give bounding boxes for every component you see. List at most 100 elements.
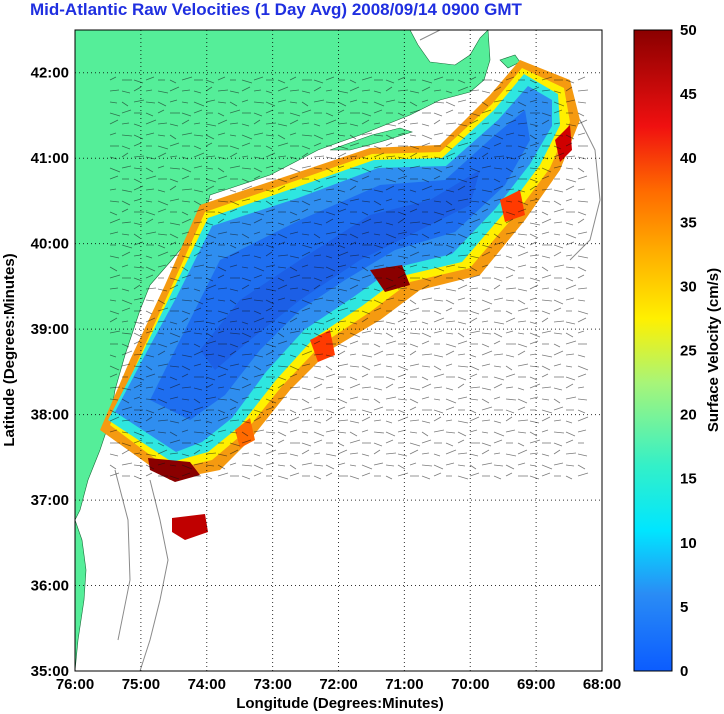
velocity-arrow — [277, 254, 289, 257]
velocity-arrow — [313, 86, 322, 92]
velocity-arrow — [421, 123, 430, 127]
velocity-arrow — [277, 134, 286, 140]
velocity-arrow — [241, 284, 250, 290]
velocity-arrow — [385, 142, 393, 147]
velocity-arrow — [241, 222, 252, 226]
velocity-arrow — [409, 251, 420, 257]
velocity-arrow — [409, 233, 419, 236]
velocity-arrow — [457, 353, 466, 356]
velocity-arrow — [505, 119, 517, 125]
velocity-arrow — [193, 462, 204, 466]
velocity-arrow — [373, 101, 385, 107]
velocity-arrow — [541, 317, 549, 323]
velocity-arrow — [193, 442, 203, 447]
velocity-arrow — [409, 264, 418, 268]
velocity-arrow — [181, 416, 191, 422]
colorbar-tick-label: 25 — [680, 343, 697, 360]
velocity-arrow — [421, 134, 433, 140]
velocity-arrow — [229, 419, 240, 422]
velocity-arrow — [577, 167, 585, 173]
velocity-arrow — [265, 208, 276, 213]
velocity-arrow — [253, 472, 262, 477]
velocity-arrow — [433, 89, 442, 92]
velocity-arrow — [481, 307, 491, 312]
colorbar-label: Surface Velocity (cm/s) — [705, 268, 722, 432]
velocity-arrow — [529, 254, 540, 257]
velocity-arrow — [493, 340, 501, 345]
velocity-arrow — [325, 274, 334, 279]
velocity-arrow — [577, 373, 587, 378]
velocity-arrow — [493, 396, 501, 400]
velocity-arrow — [373, 398, 381, 404]
velocity-arrow — [253, 310, 262, 315]
velocity-arrow — [397, 255, 409, 259]
velocity-arrow — [409, 350, 417, 356]
velocity-arrow — [541, 310, 551, 315]
velocity-arrow — [337, 350, 346, 356]
velocity-arrow — [169, 321, 178, 325]
velocity-arrow — [121, 165, 132, 169]
velocity-arrow — [289, 101, 298, 104]
velocity-arrow — [409, 122, 419, 125]
x-tick-label: 71:00 — [385, 676, 423, 693]
velocity-arrow — [181, 132, 193, 136]
velocity-arrow — [109, 76, 117, 81]
velocity-arrow — [529, 383, 541, 389]
velocity-arrow — [469, 409, 477, 414]
velocity-arrow — [133, 155, 145, 158]
velocity-arrow — [265, 419, 273, 422]
velocity-arrow — [505, 211, 516, 216]
velocity-arrow — [145, 132, 155, 136]
velocity-arrow — [409, 299, 417, 305]
velocity-arrow — [121, 363, 131, 367]
velocity-arrow — [121, 398, 130, 404]
velocity-arrow — [157, 101, 167, 107]
velocity-arrow — [553, 320, 565, 323]
velocity-arrow — [433, 472, 442, 477]
velocity-arrow — [217, 365, 229, 371]
y-tick-label: 38:00 — [31, 407, 69, 424]
velocity-arrow — [253, 218, 263, 224]
velocity-arrow — [577, 101, 587, 104]
velocity-arrow — [109, 354, 117, 358]
velocity-arrow — [337, 109, 345, 114]
velocity-arrow — [565, 365, 573, 368]
velocity-arrow — [325, 132, 335, 136]
velocity-arrow — [361, 365, 371, 371]
velocity-arrow — [529, 222, 541, 226]
velocity-arrow — [361, 299, 373, 302]
velocity-arrow — [349, 142, 360, 147]
velocity-arrow — [253, 330, 263, 334]
velocity-arrow — [313, 134, 324, 140]
velocity-arrow — [361, 255, 371, 259]
velocity-arrow — [181, 266, 189, 272]
velocity-arrow — [109, 200, 120, 203]
velocity-arrow — [577, 386, 585, 389]
velocity-arrow — [397, 354, 406, 358]
velocity-arrow — [373, 419, 382, 422]
velocity-arrow — [277, 185, 286, 191]
velocity-arrow — [217, 373, 227, 378]
velocity-arrow — [217, 416, 229, 422]
velocity-arrow — [445, 145, 453, 150]
velocity-arrow — [373, 299, 384, 305]
velocity-arrow — [157, 90, 169, 94]
velocity-arrow — [433, 188, 444, 191]
velocity-arrow — [241, 142, 251, 147]
velocity-arrow — [289, 76, 297, 81]
velocity-arrow — [385, 376, 396, 381]
velocity-arrow — [385, 178, 397, 183]
velocity-arrow — [373, 221, 383, 224]
velocity-arrow — [325, 200, 333, 203]
velocity-arrow — [169, 439, 181, 444]
velocity-arrow — [409, 462, 417, 466]
velocity-arrow — [253, 132, 264, 136]
velocity-arrow — [373, 122, 381, 125]
velocity-arrow — [529, 142, 540, 147]
velocity-arrow — [409, 165, 421, 169]
velocity-arrow — [577, 464, 586, 470]
velocity-arrow — [205, 123, 217, 127]
velocity-arrow — [349, 254, 360, 257]
velocity-arrow — [397, 175, 408, 180]
